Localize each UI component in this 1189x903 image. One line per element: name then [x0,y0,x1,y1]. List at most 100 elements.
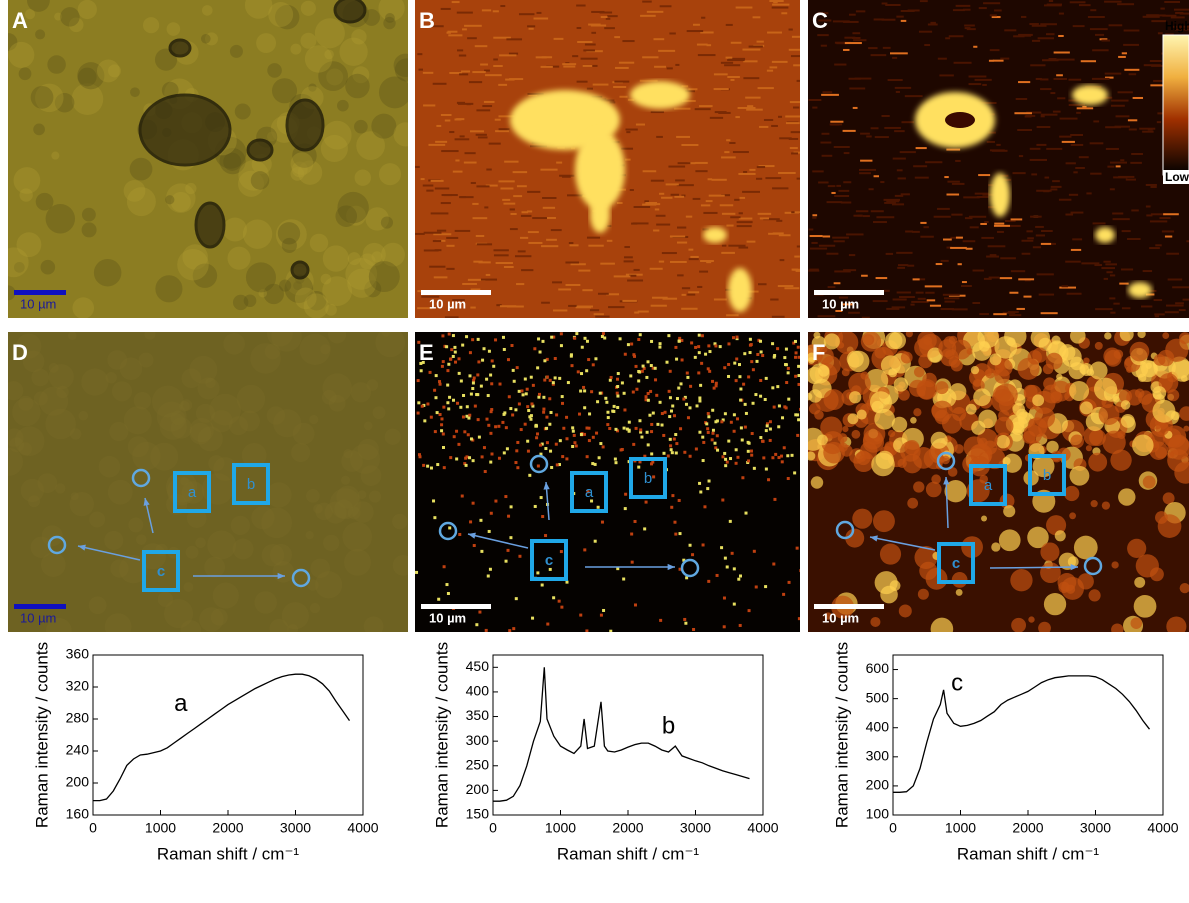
patch [1110,449,1132,471]
noise [432,240,442,243]
speckle [571,445,575,449]
noise [654,65,667,68]
noise [838,296,848,299]
noise [440,113,452,116]
speckle [771,386,775,390]
speckle [660,423,664,427]
hole [945,112,975,128]
noise [742,48,761,51]
patch [1132,434,1154,457]
x-tick-label: 2000 [212,820,243,836]
noise [840,201,852,204]
noise [796,177,800,180]
noise [1014,112,1032,115]
noise [827,185,836,188]
x-tick-label: 3000 [280,820,311,836]
speckle [786,477,790,481]
noise [1101,39,1110,42]
speckle [583,406,587,410]
texture-spot [136,534,147,545]
site-label: a [984,477,993,494]
patch [1040,542,1060,562]
speckle [721,418,725,422]
speckle [786,366,790,370]
texture-spot [267,63,282,78]
speckle [720,546,724,550]
noise [1059,286,1077,289]
noise [1121,52,1127,55]
scale-bar [14,290,66,295]
noise [509,78,524,81]
texture-spot [393,53,408,78]
noise [597,292,609,295]
scale-label: 10 µm [20,610,56,625]
speckle [507,514,511,518]
noise [681,99,696,102]
dark-particle [333,0,367,24]
patch [1083,357,1090,364]
speckle [623,507,627,511]
noise [1151,20,1167,23]
noise [793,64,800,67]
speckle [422,403,426,407]
noise [896,169,903,172]
speckle [735,357,739,361]
speckle [735,337,739,341]
speckle [785,381,789,385]
patch [809,402,821,415]
speckle [737,577,741,581]
speckle [616,384,620,388]
speckle [524,392,528,396]
bright-region [728,268,752,312]
noise [470,288,481,291]
plot-frame [492,654,764,816]
speckle [729,420,733,424]
noise [669,260,687,263]
patch [1119,332,1134,342]
site-label: c [545,552,553,569]
speckle [675,397,679,401]
speckle [587,426,591,430]
noise [887,79,903,82]
speckle [550,465,554,469]
panel-letter: B [419,8,435,33]
noise [707,178,713,181]
noise [1030,64,1046,67]
speckle [727,439,731,443]
y-tick-label: 100 [866,806,890,822]
speckle [642,366,646,370]
x-axis-label: Raman shift / cm⁻¹ [557,844,700,863]
noise [833,146,850,149]
speckle [768,420,772,424]
noise [1160,7,1165,10]
noise [942,293,960,296]
noise [831,191,836,194]
patch [917,380,936,400]
speckle [759,378,763,382]
noise [696,43,708,46]
noise [910,303,915,306]
speckle [615,391,619,395]
noise [434,187,450,190]
speckle [417,401,421,405]
texture-spot [179,400,190,412]
noise [724,64,741,67]
noise [693,23,700,26]
noise [964,24,975,27]
noise [1058,78,1064,81]
speckle [733,361,737,365]
speckle [518,554,522,558]
noise [1089,142,1104,145]
speckle [603,336,607,340]
noise [527,231,539,234]
texture-spot [128,517,144,533]
speckle [486,574,490,578]
patch [1142,475,1156,489]
speckle [594,357,598,361]
noise [633,206,651,209]
speckle [492,364,496,368]
noise [1020,34,1032,37]
patch [864,368,889,393]
texture-spot [210,410,233,433]
noise [911,230,920,233]
